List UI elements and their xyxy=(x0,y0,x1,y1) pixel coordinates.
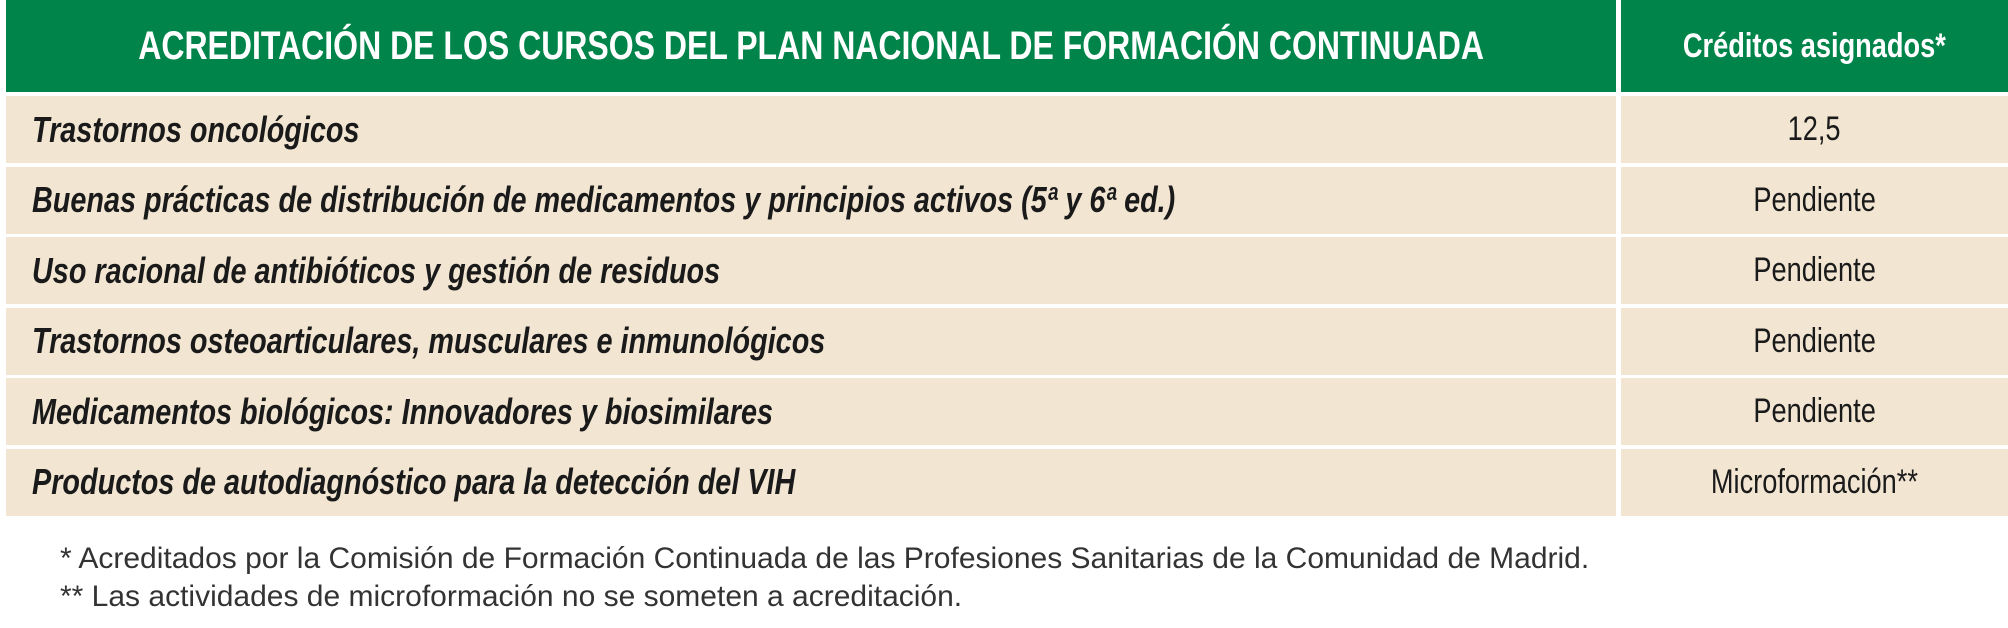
credits: 12,5 xyxy=(1788,110,1841,148)
table-cell: Trastornos oncológicos xyxy=(6,96,1616,163)
credits: Pendiente xyxy=(1753,180,1876,219)
footnote: * Acreditados por la Comisión de Formaci… xyxy=(60,542,1590,575)
course-name: Trastornos osteoarticulares, musculares … xyxy=(32,320,826,361)
course-name: Uso racional de antibióticos y gestión d… xyxy=(32,249,721,291)
table-cell: Pendiente xyxy=(1621,307,2008,375)
course-name: Buenas prácticas de distribución de medi… xyxy=(32,179,1176,220)
credits: Pendiente xyxy=(1753,251,1876,289)
header-credits: Créditos asignados* xyxy=(1683,26,1946,65)
table-cell: Pendiente xyxy=(1621,166,2008,234)
header-cell: Créditos asignados* xyxy=(1621,0,2008,92)
table-cell: Medicamentos biológicos: Innovadores y b… xyxy=(6,378,1616,445)
table-cell: Uso racional de antibióticos y gestión d… xyxy=(6,237,1616,304)
header-cell: ACREDITACIÓN DE LOS CURSOS DEL PLAN NACI… xyxy=(6,0,1616,92)
table-cell: Trastornos osteoarticulares, musculares … xyxy=(6,307,1616,375)
table-cell: Microformación** xyxy=(1621,448,2008,516)
credits: Microformación** xyxy=(1710,462,1919,501)
credits: Pendiente xyxy=(1753,392,1876,430)
table-cell: Pendiente xyxy=(1621,378,2008,445)
table-cell: 12,5 xyxy=(1621,96,2008,163)
header-title: ACREDITACIÓN DE LOS CURSOS DEL PLAN NACI… xyxy=(138,23,1484,68)
table-cell: Productos de autodiagnóstico para la det… xyxy=(6,448,1616,516)
footnote: ** Las actividades de microformación no … xyxy=(60,580,963,613)
table-cell: Buenas prácticas de distribución de medi… xyxy=(6,166,1616,234)
table-cell: Pendiente xyxy=(1621,237,2008,304)
course-name: Medicamentos biológicos: Innovadores y b… xyxy=(32,390,773,432)
course-name: Trastornos oncológicos xyxy=(32,108,360,150)
credits: Pendiente xyxy=(1753,321,1876,360)
course-name: Productos de autodiagnóstico para la det… xyxy=(32,461,796,502)
